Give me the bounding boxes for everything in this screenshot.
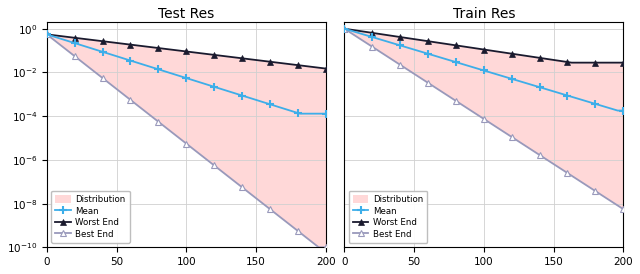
Worst End <box>44 33 52 36</box>
Best End <box>68 52 76 56</box>
Mean <box>620 109 627 112</box>
Best End <box>458 103 465 106</box>
Worst End <box>145 45 152 48</box>
Best End <box>193 151 201 154</box>
Mean <box>491 72 499 75</box>
Best End <box>322 246 330 249</box>
Mean <box>193 80 201 83</box>
Mean <box>322 112 330 115</box>
Best End <box>145 112 152 116</box>
Worst End <box>340 27 348 30</box>
Best End <box>316 246 324 249</box>
Worst End <box>43 33 51 36</box>
Line: Mean: Mean <box>43 30 330 118</box>
Best End <box>442 93 450 96</box>
Mean <box>365 35 373 38</box>
Worst End <box>68 36 76 39</box>
Best End <box>491 124 499 128</box>
Line: Best End: Best End <box>44 31 329 251</box>
Mean <box>160 69 168 73</box>
Title: Train Res: Train Res <box>452 7 515 21</box>
Worst End <box>491 50 499 53</box>
Worst End <box>342 27 349 30</box>
Mean <box>342 27 349 31</box>
Best End <box>596 192 604 195</box>
Mean <box>44 33 52 36</box>
Mean <box>596 104 604 107</box>
Worst End <box>442 42 450 45</box>
Mean <box>43 33 51 36</box>
Best End <box>365 43 373 47</box>
Best End <box>160 124 168 128</box>
Mean <box>458 62 465 65</box>
Worst End <box>298 64 306 67</box>
Worst End <box>568 61 575 64</box>
Legend: Distribution, Mean, Worst End, Best End: Distribution, Mean, Worst End, Best End <box>51 191 130 243</box>
Worst End <box>160 47 168 50</box>
Title: Test Res: Test Res <box>158 7 214 21</box>
Mean <box>145 65 152 68</box>
Worst End <box>458 45 465 48</box>
Best End <box>340 27 348 30</box>
Mean <box>614 109 621 112</box>
Line: Mean: Mean <box>340 25 627 114</box>
Worst End <box>322 67 330 70</box>
Mean <box>68 41 76 44</box>
Mean <box>340 27 348 30</box>
Line: Worst End: Worst End <box>44 31 329 72</box>
Best End <box>342 28 349 31</box>
Line: Best End: Best End <box>341 25 627 213</box>
Best End <box>298 233 306 236</box>
Worst End <box>365 31 373 34</box>
Legend: Distribution, Mean, Worst End, Best End: Distribution, Mean, Worst End, Best End <box>349 191 428 243</box>
Best End <box>620 207 627 211</box>
Mean <box>297 112 305 115</box>
Worst End <box>193 51 201 55</box>
Best End <box>43 33 51 36</box>
Worst End <box>620 61 627 64</box>
Best End <box>44 34 52 37</box>
Worst End <box>597 61 605 64</box>
Line: Worst End: Worst End <box>341 25 627 66</box>
Mean <box>300 112 307 115</box>
Mean <box>442 58 450 61</box>
